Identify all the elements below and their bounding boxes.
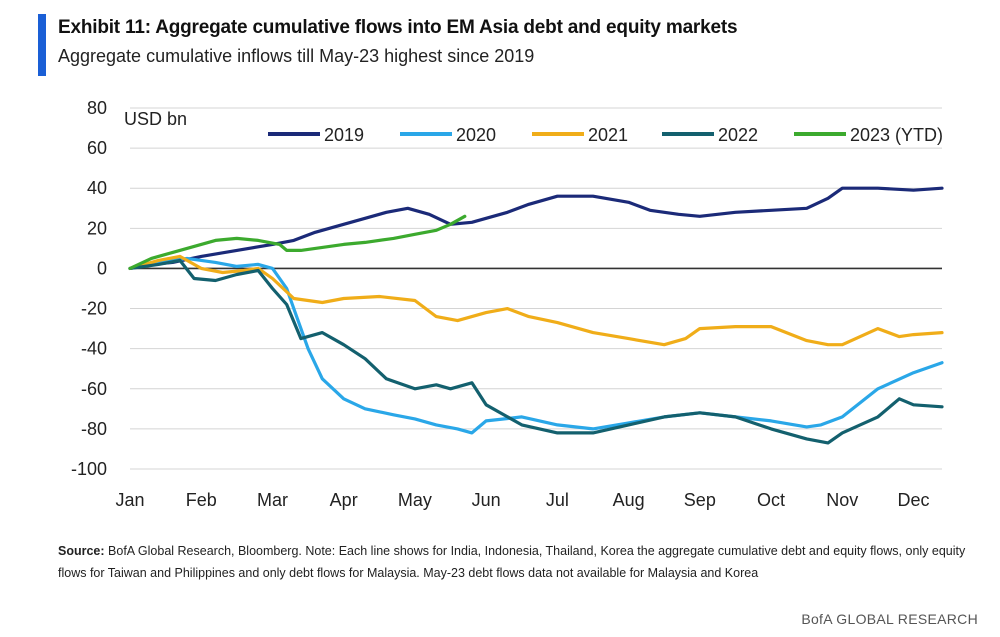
y-tick-label: -100 (71, 459, 107, 479)
legend-label: 2019 (324, 125, 364, 145)
y-tick-label: -80 (81, 419, 107, 439)
series-line-2023-ytd- (128, 214, 467, 270)
x-tick-label: Apr (330, 490, 358, 510)
y-axis-ticks: 80 60 40 20 0 -20 -40 -60 -80 -100 (71, 98, 107, 479)
y-tick-label: 40 (87, 178, 107, 198)
y-tick-label: 0 (97, 258, 107, 278)
x-tick-label: Sep (684, 490, 716, 510)
chart-title: Exhibit 11: Aggregate cumulative flows i… (58, 17, 738, 38)
legend-item: 2019 (268, 125, 364, 145)
x-tick-label: Feb (186, 490, 217, 510)
legend-label: 2020 (456, 125, 496, 145)
x-tick-label: Oct (757, 490, 785, 510)
series-lines (128, 186, 944, 445)
chart-subtitle: Aggregate cumulative inflows till May-23… (58, 46, 535, 66)
legend-item: 2020 (400, 125, 496, 145)
legend-item: 2021 (532, 125, 628, 145)
y-axis-label: USD bn (124, 109, 187, 129)
gridlines (130, 107, 942, 470)
source-label: Source: (58, 544, 105, 558)
source-text: BofA Global Research, Bloomberg. Note: E… (58, 544, 966, 580)
x-tick-label: Jun (472, 490, 501, 510)
legend-label: 2023 (YTD) (850, 125, 943, 145)
legend-label: 2021 (588, 125, 628, 145)
y-tick-label: 20 (87, 218, 107, 238)
x-tick-label: Aug (613, 490, 645, 510)
series-line-2020 (128, 256, 944, 435)
x-axis-ticks: Jan Feb Mar Apr May Jun Jul Aug Sep Oct Nov Dec (115, 490, 929, 510)
x-tick-label: Jul (546, 490, 569, 510)
x-tick-label: May (398, 490, 432, 510)
series-line-2021 (128, 254, 944, 347)
legend-item: 2023 (YTD) (794, 125, 943, 145)
line-chart: 80 60 40 20 0 -20 -40 -60 -80 -100 Jan Feb Mar Apr Ma… (71, 98, 944, 510)
series-line-2022 (128, 258, 944, 445)
source-note: Source: BofA Global Research, Bloomberg.… (58, 540, 978, 584)
y-tick-label: 80 (87, 98, 107, 118)
y-tick-label: 60 (87, 138, 107, 158)
legend-item: 2022 (662, 125, 758, 145)
y-tick-label: -40 (81, 339, 107, 359)
brand-footer: BofA GLOBAL RESEARCH (801, 611, 978, 627)
x-tick-label: Dec (898, 490, 930, 510)
x-tick-label: Mar (257, 490, 288, 510)
title-accent-bar (38, 14, 46, 76)
y-tick-label: -20 (81, 299, 107, 319)
x-tick-label: Nov (826, 490, 858, 510)
legend-label: 2022 (718, 125, 758, 145)
legend: 2019 2020 2021 2022 2023 (YTD) (268, 125, 943, 145)
y-tick-label: -60 (81, 379, 107, 399)
x-tick-label: Jan (115, 490, 144, 510)
